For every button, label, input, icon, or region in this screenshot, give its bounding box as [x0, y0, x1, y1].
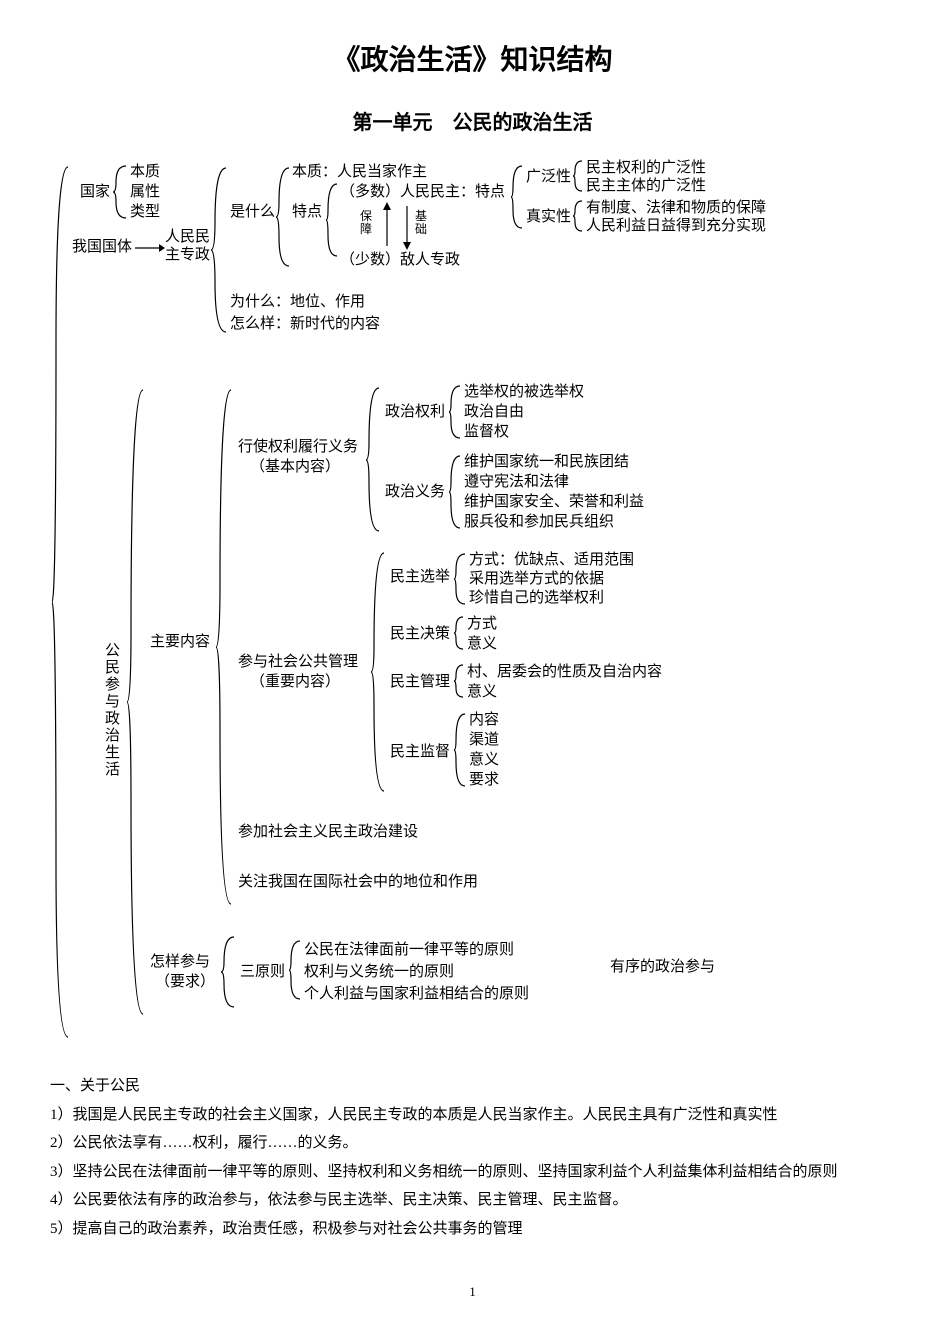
- node-s2: 渠道: [469, 730, 499, 751]
- node-guoti: 我国国体: [72, 237, 132, 258]
- node-elect: 民主选举: [390, 567, 450, 588]
- node-benz: 本质：人民当家作主: [292, 162, 427, 183]
- node-baozhang: 保障: [360, 210, 374, 236]
- doc-subtitle: 第一单元 公民的政治生活: [50, 109, 895, 137]
- node-extra1: 参加社会主义民主政治建设: [238, 822, 418, 843]
- node-main: 主要内容: [150, 632, 210, 653]
- node-extra2: 关注我国在国际社会中的地位和作用: [238, 872, 478, 893]
- node-zs2: 人民利益日益得到充分实现: [586, 216, 766, 237]
- node-pm1: 参与社会公共管理: [238, 652, 358, 673]
- page-number: 1: [50, 1283, 895, 1301]
- node-e2: 采用选举方式的依据: [469, 569, 604, 590]
- node-d1: 方式: [467, 614, 497, 635]
- node-gf2: 民主主体的广泛性: [586, 176, 706, 197]
- notes-item: 1）我国是人民民主专政的社会主义国家，人民民主专政的本质是人民当家作主。人民民主…: [50, 1101, 895, 1130]
- node-type: 类型: [130, 202, 160, 223]
- node-jichu: 基础: [415, 210, 429, 236]
- node-essence: 本质: [130, 162, 160, 183]
- node-p3: 个人利益与国家利益相结合的原则: [304, 984, 529, 1005]
- notes-heading: 一、关于公民: [50, 1072, 895, 1101]
- node-rmmz: 人民民主专政: [165, 228, 215, 264]
- node-pd2: 遵守宪法和法律: [464, 472, 569, 493]
- node-e1: 方式：优缺点、适用范围: [469, 550, 634, 571]
- node-attr: 属性: [130, 182, 160, 203]
- notes-item: 4）公民要依法有序的政治参与，依法参与民主选举、民主决策、民主管理、民主监督。: [50, 1186, 895, 1215]
- node-m1: 村、居委会的性质及自治内容: [467, 662, 662, 683]
- notes-section: 一、关于公民 1）我国是人民民主专政的社会主义国家，人民民主专政的本质是人民当家…: [50, 1072, 895, 1243]
- node-why: 为什么：地位、作用: [230, 292, 365, 313]
- node-mgmt: 民主管理: [390, 672, 450, 693]
- notes-item: 3）坚持公民在法律面前一律平等的原则、坚持权利和义务相统一的原则、坚持国家利益个…: [50, 1158, 895, 1187]
- doc-title: 《政治生活》知识结构: [50, 40, 895, 79]
- tree-diagram: 国家 本质 属性 类型 我国国体 人民民主专政 是什么 本质：人民当家作主 特点…: [50, 162, 895, 1042]
- node-e3: 珍惜自己的选举权利: [469, 588, 604, 609]
- node-s3: 意义: [469, 750, 499, 771]
- node-what: 是什么: [230, 202, 275, 223]
- node-dec: 民主决策: [390, 624, 450, 645]
- node-howto1: 怎样参与: [150, 952, 210, 973]
- node-pr3: 监督权: [464, 422, 509, 443]
- node-minority: （少数）敌人专政: [340, 250, 460, 271]
- node-pr2: 政治自由: [464, 402, 524, 423]
- node-how: 怎么样：新时代的内容: [230, 314, 380, 335]
- node-pd4: 服兵役和参加民兵组织: [464, 512, 614, 533]
- node-p1: 公民在法律面前一律平等的原则: [304, 940, 514, 961]
- notes-item: 2）公民依法享有……权利，履行……的义务。: [50, 1129, 895, 1158]
- node-pm2: （重要内容）: [250, 672, 340, 693]
- node-principles: 三原则: [240, 962, 285, 983]
- node-m2: 意义: [467, 682, 497, 703]
- node-guangfan: 广泛性: [526, 167, 571, 188]
- node-zhenshi: 真实性: [526, 207, 571, 228]
- node-s4: 要求: [469, 770, 499, 791]
- node-pr1: 选举权的被选举权: [464, 382, 584, 403]
- node-orderly: 有序的政治参与: [610, 957, 715, 978]
- node-rd2: （基本内容）: [250, 457, 340, 478]
- node-rd1: 行使权利履行义务: [238, 437, 358, 458]
- node-sup: 民主监督: [390, 742, 450, 763]
- node-d2: 意义: [467, 634, 497, 655]
- notes-item: 5）提高自己的政治素养，政治责任感，积极参与对社会公共事务的管理: [50, 1215, 895, 1244]
- node-majority: （多数）人民民主：特点: [340, 182, 505, 203]
- node-pd1: 维护国家统一和民族团结: [464, 452, 629, 473]
- node-pr: 政治权利: [385, 402, 445, 423]
- node-tedian: 特点: [292, 202, 322, 223]
- node-pd: 政治义务: [385, 482, 445, 503]
- node-citizen: 公民参与政治生活: [100, 642, 121, 778]
- node-howto2: （要求）: [155, 972, 215, 993]
- node-p2: 权利与义务统一的原则: [304, 962, 454, 983]
- node-s1: 内容: [469, 710, 499, 731]
- node-country: 国家: [80, 182, 110, 203]
- node-pd3: 维护国家安全、荣誉和利益: [464, 492, 644, 513]
